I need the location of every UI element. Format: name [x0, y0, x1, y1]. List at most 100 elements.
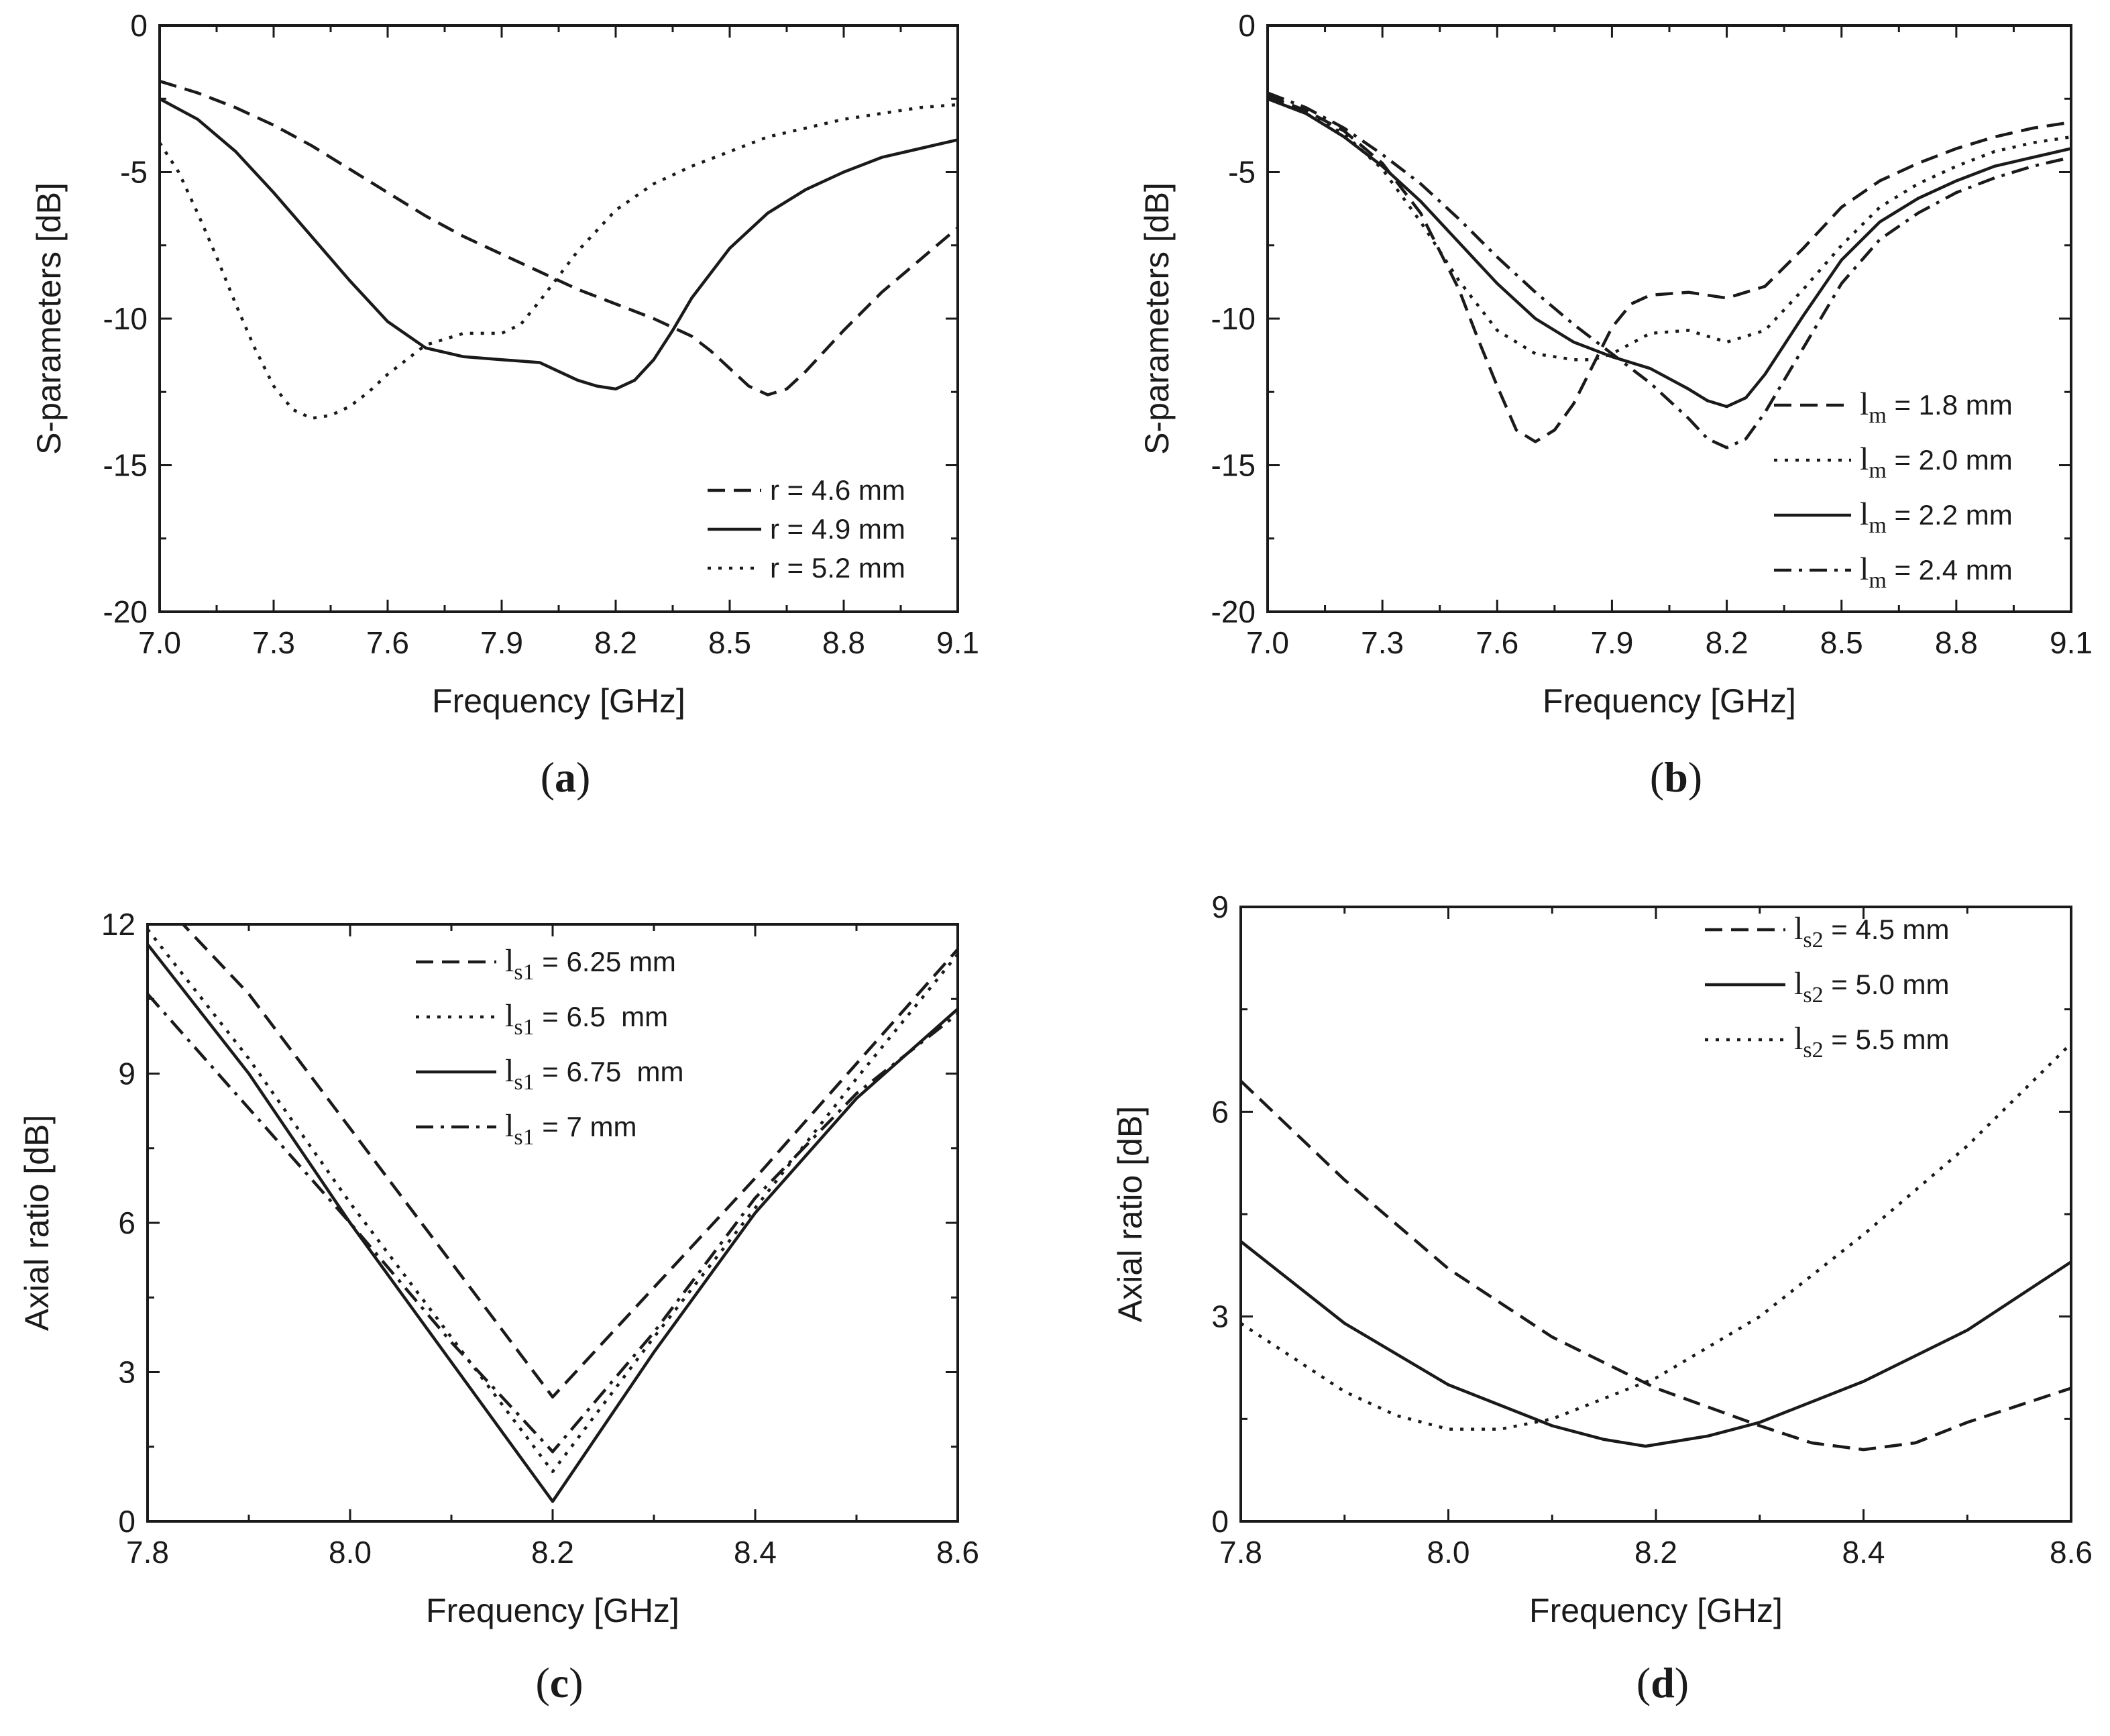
chart-panel-d: 7.8 8.0 8.2 8.4 8.6 0 3 6 9 Frequency [GHz] Axial …	[1111, 889, 2093, 1706]
legend-label-subscript: s1	[514, 960, 534, 985]
legend-label-value: = 2.4 mm	[1887, 554, 2013, 586]
x-tick-label: 8.0	[1427, 1535, 1470, 1570]
x-tick-label: 8.8	[1935, 625, 1978, 660]
caption-letter: d	[1651, 1659, 1675, 1706]
legend-label: lm = 2.0 mm	[1860, 441, 2013, 483]
y-axis-title: Axial ratio [dB]	[1111, 1106, 1149, 1322]
legend-label-base: l	[1794, 911, 1803, 946]
panel-caption: (b)	[1650, 753, 1702, 801]
y-tick-label: -5	[120, 155, 148, 190]
legend-label-value: = 5.0 mm	[1824, 969, 1950, 1000]
legend-label-value: = 6.5 mm	[535, 1001, 669, 1032]
legend-label-subscript: s2	[1803, 1038, 1823, 1063]
series-line-dotted	[1268, 97, 2071, 362]
chart-panel-a: 7.0 7.3 7.6 7.9 8.2 8.5 8.8 9.1 -20 -15 -10 -5 0 Freq…	[30, 8, 979, 801]
legend-label-subscript: s1	[514, 1125, 534, 1150]
y-tick-label: -5	[1228, 155, 1256, 190]
x-axis-title: Frequency [GHz]	[1543, 682, 1796, 720]
legend-label-subscript: m	[1869, 513, 1886, 538]
legend-label: ls1 = 6.25 mm	[505, 943, 676, 985]
legend-label-subscript: m	[1869, 568, 1886, 593]
y-tick-label: 0	[1211, 1504, 1229, 1539]
x-axis-title: Frequency [GHz]	[426, 1592, 679, 1629]
caption-open-paren: (	[1636, 1659, 1651, 1706]
y-axis-title: Axial ratio [dB]	[18, 1115, 56, 1331]
caption-letter: a	[555, 753, 576, 801]
y-tick-label: 9	[118, 1056, 135, 1091]
legend-label: r = 5.2 mm	[770, 552, 905, 584]
x-tick-label: 8.2	[1634, 1535, 1677, 1570]
legend-label-base: l	[1860, 386, 1869, 422]
caption-open-paren: (	[541, 753, 555, 801]
legend-label-value: = 2.2 mm	[1887, 499, 2013, 531]
legend-label-value: = 1.8 mm	[1887, 389, 2013, 421]
legend: r = 4.6 mm r = 4.9 mm r = 5.2 mm	[708, 474, 905, 584]
series-group	[160, 79, 958, 420]
series-line-dashdot	[148, 993, 958, 1454]
y-tick-label: 0	[1238, 8, 1256, 43]
legend-label: ls1 = 6.75 mm	[505, 1053, 684, 1095]
legend-label-base: l	[1860, 441, 1869, 477]
legend-label-value: = 6.25 mm	[535, 946, 676, 977]
caption-open-paren: (	[535, 1659, 549, 1706]
series-line-solid	[1268, 97, 2071, 409]
legend-label-subscript: s2	[1803, 983, 1823, 1008]
series-line-dashed	[1241, 1079, 2071, 1452]
caption-open-paren: (	[1650, 753, 1664, 801]
series-group	[1241, 1042, 2071, 1452]
legend-label: r = 4.9 mm	[770, 513, 905, 545]
x-tick-label: 7.9	[480, 625, 523, 660]
legend-label-base: l	[505, 1108, 514, 1144]
x-axis-title: Frequency [GHz]	[1529, 1592, 1783, 1629]
caption-close-paren: )	[1675, 1659, 1689, 1706]
x-tick-label: 8.5	[708, 625, 751, 660]
legend-label: lm = 1.8 mm	[1860, 386, 2013, 428]
legend-label-base: l	[1794, 1021, 1803, 1056]
y-tick-label: 3	[1211, 1299, 1229, 1334]
legend-label-value: = 5.5 mm	[1824, 1024, 1950, 1055]
series-line-dashed	[160, 79, 958, 396]
series-line-solid	[1241, 1240, 2071, 1448]
y-axis-title: S-parameters [dB]	[30, 182, 68, 455]
y-tick-label: 3	[118, 1355, 135, 1390]
series-line-dotted	[148, 928, 958, 1474]
y-tick-label: -10	[1211, 301, 1256, 336]
legend-label-subscript: m	[1869, 403, 1886, 428]
legend-label-subscript: s2	[1803, 928, 1823, 953]
series-line-dashed	[181, 924, 958, 1399]
legend-label-subscript: m	[1869, 458, 1886, 483]
legend-label: r = 4.6 mm	[770, 474, 905, 506]
x-tick-label: 8.6	[2050, 1535, 2093, 1570]
legend-label: ls2 = 5.5 mm	[1794, 1021, 1949, 1063]
x-tick-label: 7.0	[1246, 625, 1289, 660]
y-tick-label: 12	[101, 907, 135, 942]
x-tick-label: 7.8	[126, 1535, 169, 1570]
caption-letter: c	[550, 1659, 569, 1706]
x-tick-label: 8.0	[329, 1535, 372, 1570]
legend-label-base: l	[505, 998, 514, 1034]
series-group	[148, 924, 958, 1503]
y-tick-label: 0	[118, 1504, 135, 1539]
series-line-solid	[148, 943, 958, 1503]
series-line-dotted	[1241, 1042, 2071, 1431]
caption-close-paren: )	[576, 753, 590, 801]
y-tick-label: -10	[103, 301, 148, 336]
caption-letter: b	[1664, 753, 1688, 801]
x-tick-label: 8.2	[594, 625, 637, 660]
legend-label-base: l	[1860, 496, 1869, 532]
legend-label-value: = 4.5 mm	[1824, 914, 1950, 945]
legend-label-value: = 2.0 mm	[1887, 444, 2013, 476]
x-tick-label: 8.5	[1820, 625, 1863, 660]
y-tick-label: -15	[103, 448, 148, 483]
series-line-dashdot	[1268, 91, 2071, 449]
caption-close-paren: )	[569, 1659, 583, 1706]
x-axis-title: Frequency [GHz]	[432, 682, 685, 720]
x-tick-label: 8.2	[1706, 625, 1748, 660]
y-tick-label: 6	[118, 1205, 135, 1240]
y-tick-label: -20	[1211, 594, 1256, 629]
x-tick-label: 9.1	[936, 625, 979, 660]
